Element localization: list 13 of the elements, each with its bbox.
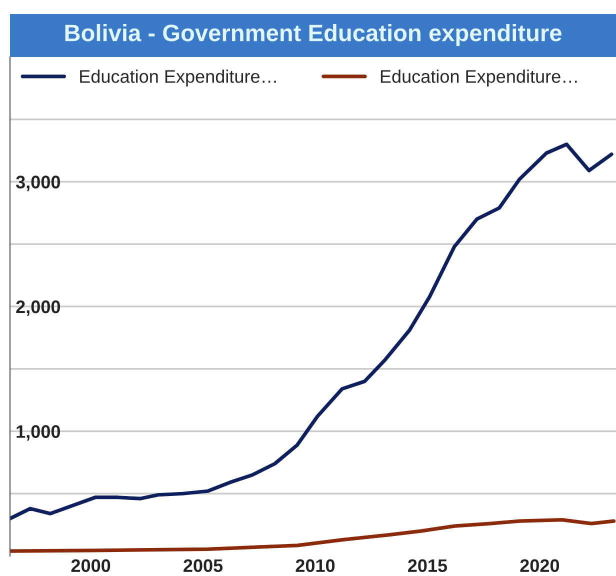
legend-label: Education Expenditure…: [80, 70, 276, 86]
x-tick-label: 2005: [184, 559, 223, 572]
y-tick-label: 3,000: [16, 176, 60, 192]
line-series: [10, 142, 614, 520]
x-tick-label: 2020: [520, 559, 560, 572]
y-tick-label: 1,000: [16, 425, 60, 441]
x-tick-label: 2000: [71, 559, 110, 572]
line-series: [10, 518, 616, 553]
y-tick-label: 2,000: [16, 300, 60, 316]
x-tick-label: 2015: [408, 559, 448, 572]
x-tick-label: 2010: [296, 559, 335, 572]
legend-label: Education Expenditure…: [380, 70, 577, 86]
chart-title: Bolivia - Government Education expenditure: [65, 24, 562, 46]
